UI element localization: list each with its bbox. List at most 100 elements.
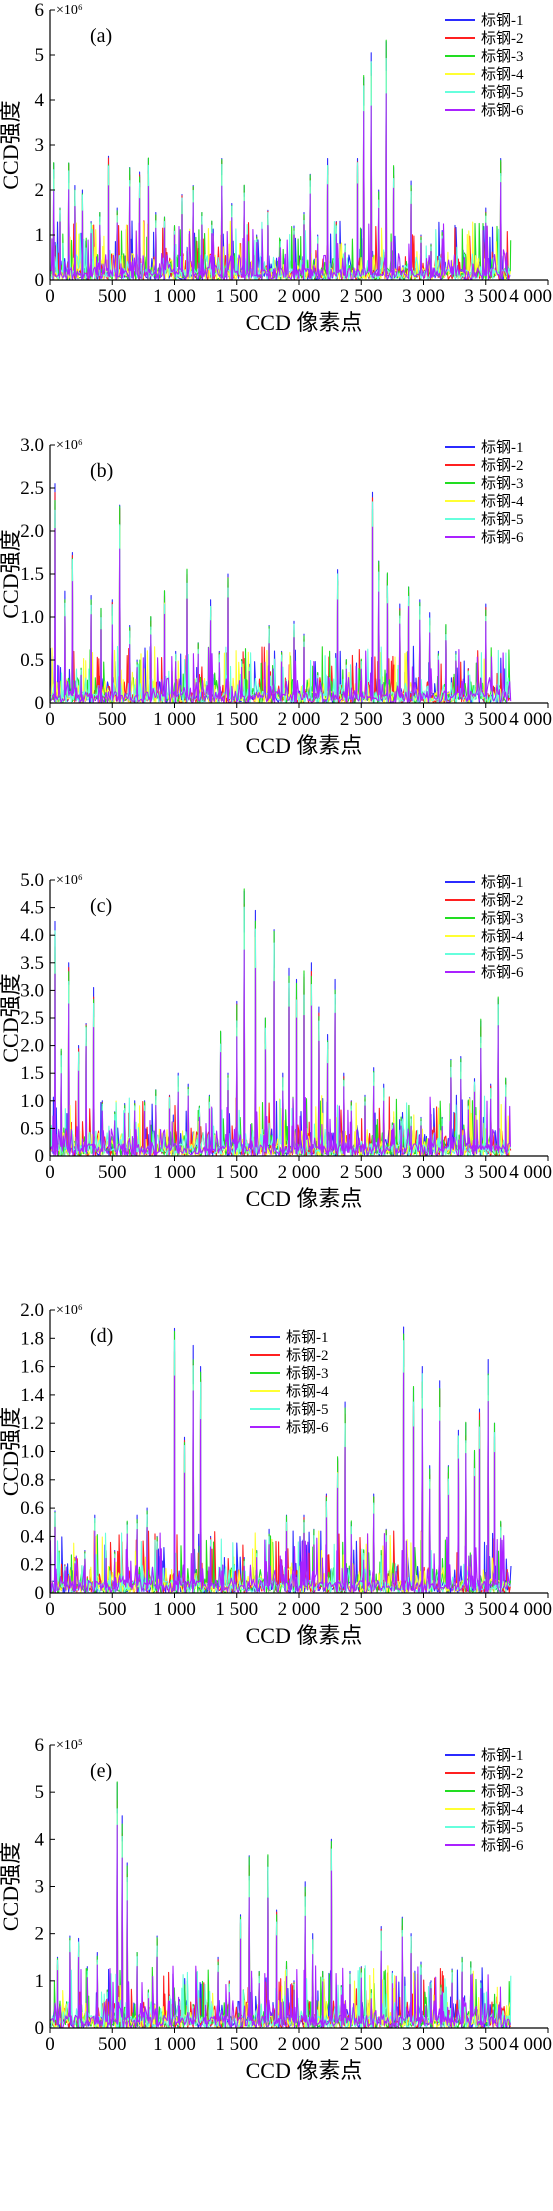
legend-label-3: 标钢-3	[481, 475, 524, 492]
legend-label-6: 标钢-6	[481, 1837, 524, 1854]
legend: 标钢-1标钢-2标钢-3标钢-4标钢-5标钢-6	[250, 1329, 329, 1436]
legend: 标钢-1标钢-2标钢-3标钢-4标钢-5标钢-6	[445, 12, 524, 119]
legend-label-1: 标钢-1	[481, 1747, 524, 1764]
legend-label-6: 标钢-6	[481, 102, 524, 119]
legend-label-4: 标钢-4	[481, 493, 524, 510]
axis-multiplier: ×10⁵	[56, 1738, 83, 1753]
x-tick-label: 1 500	[215, 1599, 258, 1620]
x-tick-label: 3 500	[464, 1162, 507, 1183]
legend-label-5: 标钢-5	[286, 1401, 329, 1418]
y-tick-label: 3.0	[20, 435, 44, 456]
y-tick-label: 5	[35, 1782, 45, 1803]
x-tick-label: 1 500	[215, 1162, 258, 1183]
y-tick-label: 0.2	[20, 1555, 44, 1576]
series-line-5	[50, 501, 511, 703]
y-axis-label: CCD强度	[0, 973, 23, 1062]
legend: 标钢-1标钢-2标钢-3标钢-4标钢-5标钢-6	[445, 874, 524, 981]
series-line-6	[50, 1372, 511, 1593]
x-tick-label: 2 500	[340, 286, 383, 307]
x-tick-label: 3 000	[402, 1162, 445, 1183]
x-tick-label: 1 000	[153, 709, 196, 730]
x-tick-label: 2 000	[278, 709, 321, 730]
x-tick-label: 4 000	[509, 2034, 552, 2055]
y-tick-label: 0	[35, 693, 45, 714]
x-tick-label: 500	[98, 2034, 127, 2055]
legend-label-4: 标钢-4	[481, 928, 524, 945]
y-tick-label: 1.8	[20, 1328, 44, 1349]
y-tick-label: 2.0	[20, 1036, 44, 1057]
x-tick-label: 0	[45, 709, 55, 730]
x-tick-label: 2 000	[278, 286, 321, 307]
legend-label-1: 标钢-1	[481, 439, 524, 456]
chart-panel-2: 0 500 1 000 1 500 2 000 2 500 3 000 3 500 4 000 0…	[0, 870, 552, 1211]
x-tick-label: 4 000	[509, 709, 552, 730]
panel-label: (a)	[90, 25, 112, 47]
y-tick-label: 0.6	[20, 1498, 44, 1519]
y-tick-label: 1.0	[20, 1091, 44, 1112]
legend-label-2: 标钢-2	[481, 30, 524, 47]
series-group	[50, 39, 512, 280]
x-tick-label: 0	[45, 2034, 55, 2055]
y-tick-label: 4	[35, 90, 45, 111]
x-tick-label: 500	[98, 286, 127, 307]
y-tick-label: 0.4	[20, 1526, 44, 1547]
y-tick-label: 3	[35, 135, 45, 156]
x-tick-label: 3 500	[464, 1599, 507, 1620]
y-tick-label: 0	[35, 1583, 45, 1604]
legend: 标钢-1标钢-2标钢-3标钢-4标钢-5标钢-6	[445, 439, 524, 546]
y-tick-label: 3.5	[20, 953, 44, 974]
y-tick-label: 1.0	[20, 607, 44, 628]
panel-label: (b)	[90, 460, 113, 482]
chart-panel-1: 0 500 1 000 1 500 2 000 2 500 3 000 3 500 4 000 0…	[0, 435, 552, 758]
x-tick-label: 500	[98, 1599, 127, 1620]
y-tick-label: 0.8	[20, 1470, 44, 1491]
y-tick-label: 4	[35, 1829, 45, 1850]
legend-label-5: 标钢-5	[481, 1819, 524, 1836]
legend-label-5: 标钢-5	[481, 511, 524, 528]
x-axis-label: CCD 像素点	[246, 1623, 363, 1648]
x-tick-label: 2 500	[340, 2034, 383, 2055]
axis-multiplier: ×10⁶	[56, 873, 83, 888]
axis-multiplier: ×10⁶	[56, 1303, 83, 1318]
series-line-5	[50, 906, 512, 1156]
panel-label: (c)	[90, 895, 112, 917]
axis-multiplier: ×10⁶	[56, 3, 83, 18]
legend-label-3: 标钢-3	[481, 1783, 524, 1800]
series-group	[50, 1326, 512, 1593]
series-line-2	[50, 1341, 511, 1593]
y-tick-label: 2.0	[20, 1300, 44, 1321]
y-axis-label: CCD强度	[0, 1842, 23, 1931]
legend-label-5: 标钢-5	[481, 84, 524, 101]
y-tick-label: 0	[35, 1146, 45, 1167]
y-tick-label: 0	[35, 2018, 45, 2039]
legend-label-2: 标钢-2	[481, 457, 524, 474]
legend-label-6: 标钢-6	[286, 1419, 329, 1436]
x-tick-label: 2 000	[278, 1162, 321, 1183]
x-tick-label: 2 000	[278, 1599, 321, 1620]
legend-label-1: 标钢-1	[286, 1329, 329, 1346]
y-tick-label: 2	[35, 180, 45, 201]
x-tick-label: 1 500	[215, 286, 258, 307]
x-tick-label: 4 000	[509, 1162, 552, 1183]
x-tick-label: 1 000	[153, 2034, 196, 2055]
x-tick-label: 1 500	[215, 709, 258, 730]
legend-label-2: 标钢-2	[481, 1765, 524, 1782]
x-tick-label: 3 000	[402, 709, 445, 730]
legend-label-4: 标钢-4	[481, 1801, 524, 1818]
y-tick-label: 4.0	[20, 925, 44, 946]
x-tick-label: 3 000	[402, 1599, 445, 1620]
y-axis-label: CCD强度	[0, 1407, 23, 1496]
y-tick-label: 2.5	[20, 478, 44, 499]
panel-label: (d)	[90, 1325, 113, 1347]
y-tick-label: 1.2	[20, 1413, 44, 1434]
legend-label-3: 标钢-3	[481, 910, 524, 927]
series-line-6	[50, 949, 511, 1156]
x-tick-label: 4 000	[509, 1599, 552, 1620]
y-tick-label: 0	[35, 270, 45, 291]
x-tick-label: 3 500	[464, 2034, 507, 2055]
chart-panel-0: 0 500 1 000 1 500 2 000 2 500 3 000 3 500 4 000 0…	[0, 0, 552, 335]
x-axis-label: CCD 像素点	[246, 1186, 363, 1211]
x-tick-label: 500	[98, 709, 127, 730]
y-tick-label: 3.0	[20, 980, 44, 1001]
chart-panel-4: 0 500 1 000 1 500 2 000 2 500 3 000 3 500 4 000 0…	[0, 1735, 552, 2083]
